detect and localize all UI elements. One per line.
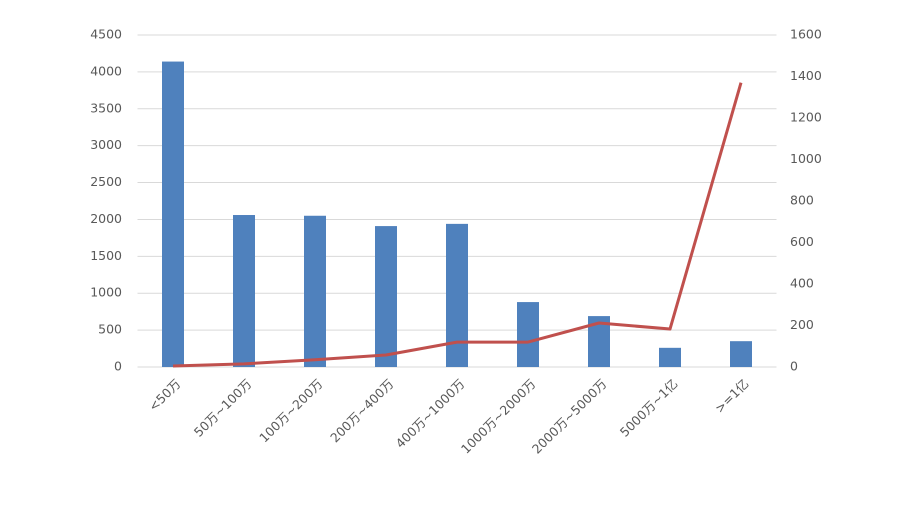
bar — [730, 341, 752, 367]
bar — [517, 302, 539, 367]
bar — [162, 61, 184, 368]
bar — [659, 347, 681, 367]
y2-tick-label: 800 — [790, 193, 814, 208]
y2-tick-label: 400 — [790, 276, 814, 291]
y-tick-label: 3000 — [90, 137, 122, 152]
line — [172, 82, 743, 368]
y-tick-label: 0 — [114, 359, 122, 374]
y2-tick-label: 0 — [790, 359, 798, 374]
y2-tick-label: 600 — [790, 234, 814, 249]
y-tick-label: 3500 — [90, 100, 122, 115]
y2-tick-label: 1200 — [790, 110, 822, 125]
bar — [588, 316, 610, 367]
x-tick-label: 2000万~5000万 — [529, 376, 610, 457]
y-tick-label: 1500 — [90, 248, 122, 263]
bar — [375, 226, 397, 367]
x-tick-label: <50万 — [145, 376, 183, 414]
y-tick-label: 4500 — [90, 27, 122, 42]
x-tick-label: 50万~100万 — [191, 376, 255, 440]
y2-tick-label: 1400 — [790, 68, 822, 83]
bar — [446, 223, 468, 367]
y-tick-label: 500 — [98, 322, 122, 337]
x-tick-label: 5000万~1亿 — [617, 376, 681, 440]
x-tick-label: 400万~1000万 — [393, 376, 468, 451]
y2-tick-label: 1000 — [790, 151, 822, 166]
x-tick-label: >=1亿 — [712, 376, 752, 416]
bar — [233, 215, 255, 367]
x-tick-label: 100万~200万 — [256, 376, 325, 445]
y-tick-label: 2000 — [90, 211, 122, 226]
y-tick-label: 1000 — [90, 285, 122, 300]
x-tick-label: 1000万~2000万 — [458, 376, 539, 457]
y2-tick-label: 1600 — [790, 27, 822, 42]
x-tick-label: 200万~400万 — [327, 376, 396, 445]
bar — [304, 215, 326, 367]
y-tick-label: 2500 — [90, 174, 122, 189]
y2-tick-label: 200 — [790, 317, 814, 332]
y-tick-label: 4000 — [90, 63, 122, 78]
